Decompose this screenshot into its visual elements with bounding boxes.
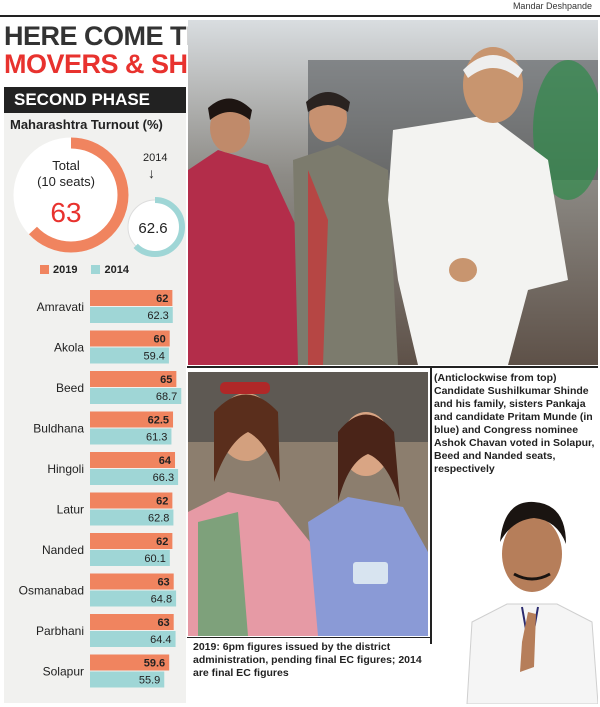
category-label-solapur: Solapur: [43, 665, 84, 679]
bar-2019-osmanabad: [90, 573, 174, 590]
category-label-hingoli: Hingoli: [47, 462, 84, 476]
photo-caption: (Anticlockwise from top) Candidate Sushi…: [434, 372, 595, 475]
total-label: Total: [52, 158, 80, 173]
bar-label-2014-beed: 68.7: [156, 391, 177, 403]
category-label-osmanabad: Osmanabad: [19, 584, 84, 598]
top-rule: [0, 15, 600, 17]
bar-label-2019-solapur: 59.6: [144, 658, 165, 670]
bar-label-2014-nanded: 60.1: [144, 553, 165, 565]
turnout-bar-chart: Amravati 62 62.3 Akola 60 59.4 Beed 65 68.7 Buldh…: [19, 290, 182, 688]
data-footnote: 2019: 6pm figures issued by the district…: [193, 641, 422, 679]
bar-2019-hingoli: [90, 452, 176, 468]
legend-2019: 2019: [40, 264, 77, 276]
down-arrow-icon: ↓: [148, 165, 155, 181]
headline-line-1: HERE COME THE: [4, 21, 223, 51]
bar-2019-amravati: [90, 290, 173, 306]
bar-label-2014-osmanabad: 64.8: [151, 594, 172, 606]
legend-2014: 2014: [91, 264, 129, 276]
bar-2019-akola: [90, 330, 170, 347]
category-label-parbhani: Parbhani: [36, 624, 84, 638]
bar-2019-buldhana: [90, 411, 174, 428]
bar-2014-parbhani: [90, 631, 176, 647]
bar-2019-solapur: [90, 654, 170, 671]
total-seats-label: (10 seats): [37, 174, 95, 189]
bar-label-2019-latur: 62: [156, 496, 168, 508]
bar-label-2014-amravati: 62.3: [147, 310, 168, 322]
bar-2014-solapur: [90, 671, 165, 688]
category-label-akola: Akola: [54, 341, 84, 355]
bar-2014-akola: [90, 347, 169, 364]
section-label: SECOND PHASE: [4, 87, 186, 113]
bar-label-2014-parbhani: 64.4: [150, 634, 171, 646]
bar-2019-beed: [90, 371, 177, 387]
category-label-buldhana: Buldhana: [33, 422, 84, 436]
category-label-nanded: Nanded: [42, 543, 84, 557]
category-label-beed: Beed: [56, 381, 84, 395]
total-2019-arc: [13, 137, 129, 253]
note-divider: [187, 637, 431, 638]
photo-divider-horizontal: [187, 366, 598, 368]
bar-label-2019-nanded: 62: [156, 536, 168, 548]
bar-2014-amravati: [90, 307, 173, 323]
bar-label-2019-buldhana: 62.5: [148, 415, 169, 427]
bar-label-2014-latur: 62.8: [148, 513, 169, 525]
chart-title: Maharashtra Turnout (%): [10, 117, 163, 132]
total-2019-donut: Total (10 seats) 63: [13, 137, 129, 253]
ashok-chavan-photo: [462, 492, 598, 704]
total-2014-arc: [125, 197, 185, 257]
bar-2014-osmanabad: [90, 590, 177, 607]
bar-2019-nanded: [90, 533, 173, 549]
bar-label-2019-akola: 60: [153, 334, 165, 346]
bar-label-2019-amravati: 62: [156, 293, 168, 305]
bar-2014-nanded: [90, 550, 170, 566]
bar-2014-buldhana: [90, 428, 172, 445]
bar-2014-hingoli: [90, 469, 179, 485]
total-2014-donut: 62.6: [125, 197, 185, 257]
bar-label-2014-akola: 59.4: [143, 351, 164, 363]
chart-legend: 2019 2014: [40, 264, 129, 276]
munde-sisters-photo: [188, 372, 428, 636]
bar-label-2019-osmanabad: 63: [157, 577, 169, 589]
shinde-family-photo: [188, 20, 598, 365]
bar-2014-latur: [90, 509, 174, 526]
bar-2014-beed: [90, 388, 182, 404]
bar-2019-latur: [90, 492, 173, 509]
bar-label-2014-hingoli: 66.3: [153, 472, 174, 484]
byline: Mandar Deshpande: [512, 1, 592, 11]
bar-label-2014-solapur: 55.9: [139, 675, 160, 687]
bar-label-2019-hingoli: 64: [159, 455, 172, 467]
bar-label-2014-buldhana: 61.3: [146, 432, 167, 444]
category-label-latur: Latur: [57, 503, 84, 517]
category-label-amravati: Amravati: [37, 300, 84, 314]
bar-label-2019-beed: 65: [160, 374, 172, 386]
total-2019-value: 63: [50, 197, 81, 228]
total-2014-value: 62.6: [138, 220, 167, 237]
total-2014-label: 2014: [143, 152, 168, 164]
bar-label-2019-parbhani: 63: [157, 617, 169, 629]
photo-divider-vertical: [430, 368, 432, 644]
bar-2019-parbhani: [90, 614, 174, 630]
